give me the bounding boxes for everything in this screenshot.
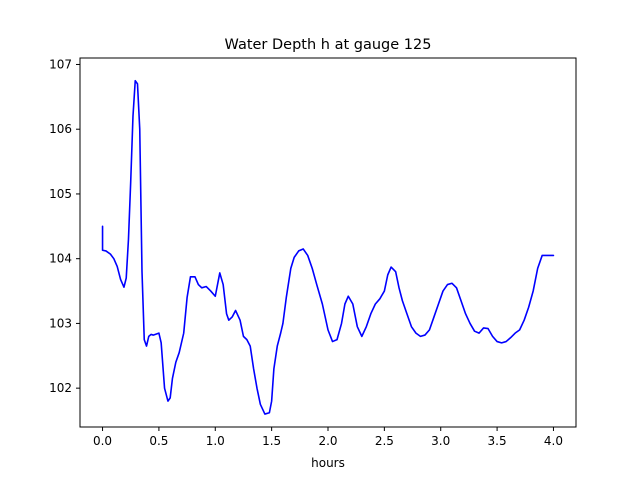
x-tick-label: 1.5	[262, 434, 281, 448]
y-tick-label: 104	[49, 252, 72, 266]
x-tick-label: 2.5	[375, 434, 394, 448]
x-tick-label: 3.5	[488, 434, 507, 448]
plot-area	[79, 57, 577, 428]
y-tick-label: 102	[49, 381, 72, 395]
y-tick-label: 105	[49, 187, 72, 201]
y-tick-label: 107	[49, 57, 72, 71]
x-tick-label: 0.0	[93, 434, 112, 448]
x-tick-label: 0.5	[149, 434, 168, 448]
x-tick-label: 2.0	[318, 434, 337, 448]
series-line-0	[101, 79, 555, 415]
x-axis: 0.0 0.5 1.0 1.5 2.0 2.5 3.0 3.5 4.0	[93, 427, 563, 448]
y-axis: 102 103 104 105 106 107	[49, 57, 80, 395]
y-tick-label: 103	[49, 316, 72, 330]
x-tick-label: 4.0	[544, 434, 563, 448]
plot-frame	[79, 57, 577, 428]
x-tick-label: 1.0	[206, 434, 225, 448]
chart-title: Water Depth h at gauge 125	[225, 37, 432, 53]
y-tick-label: 106	[49, 122, 72, 136]
x-axis-label: hours	[311, 456, 345, 470]
x-tick-label: 3.0	[431, 434, 450, 448]
